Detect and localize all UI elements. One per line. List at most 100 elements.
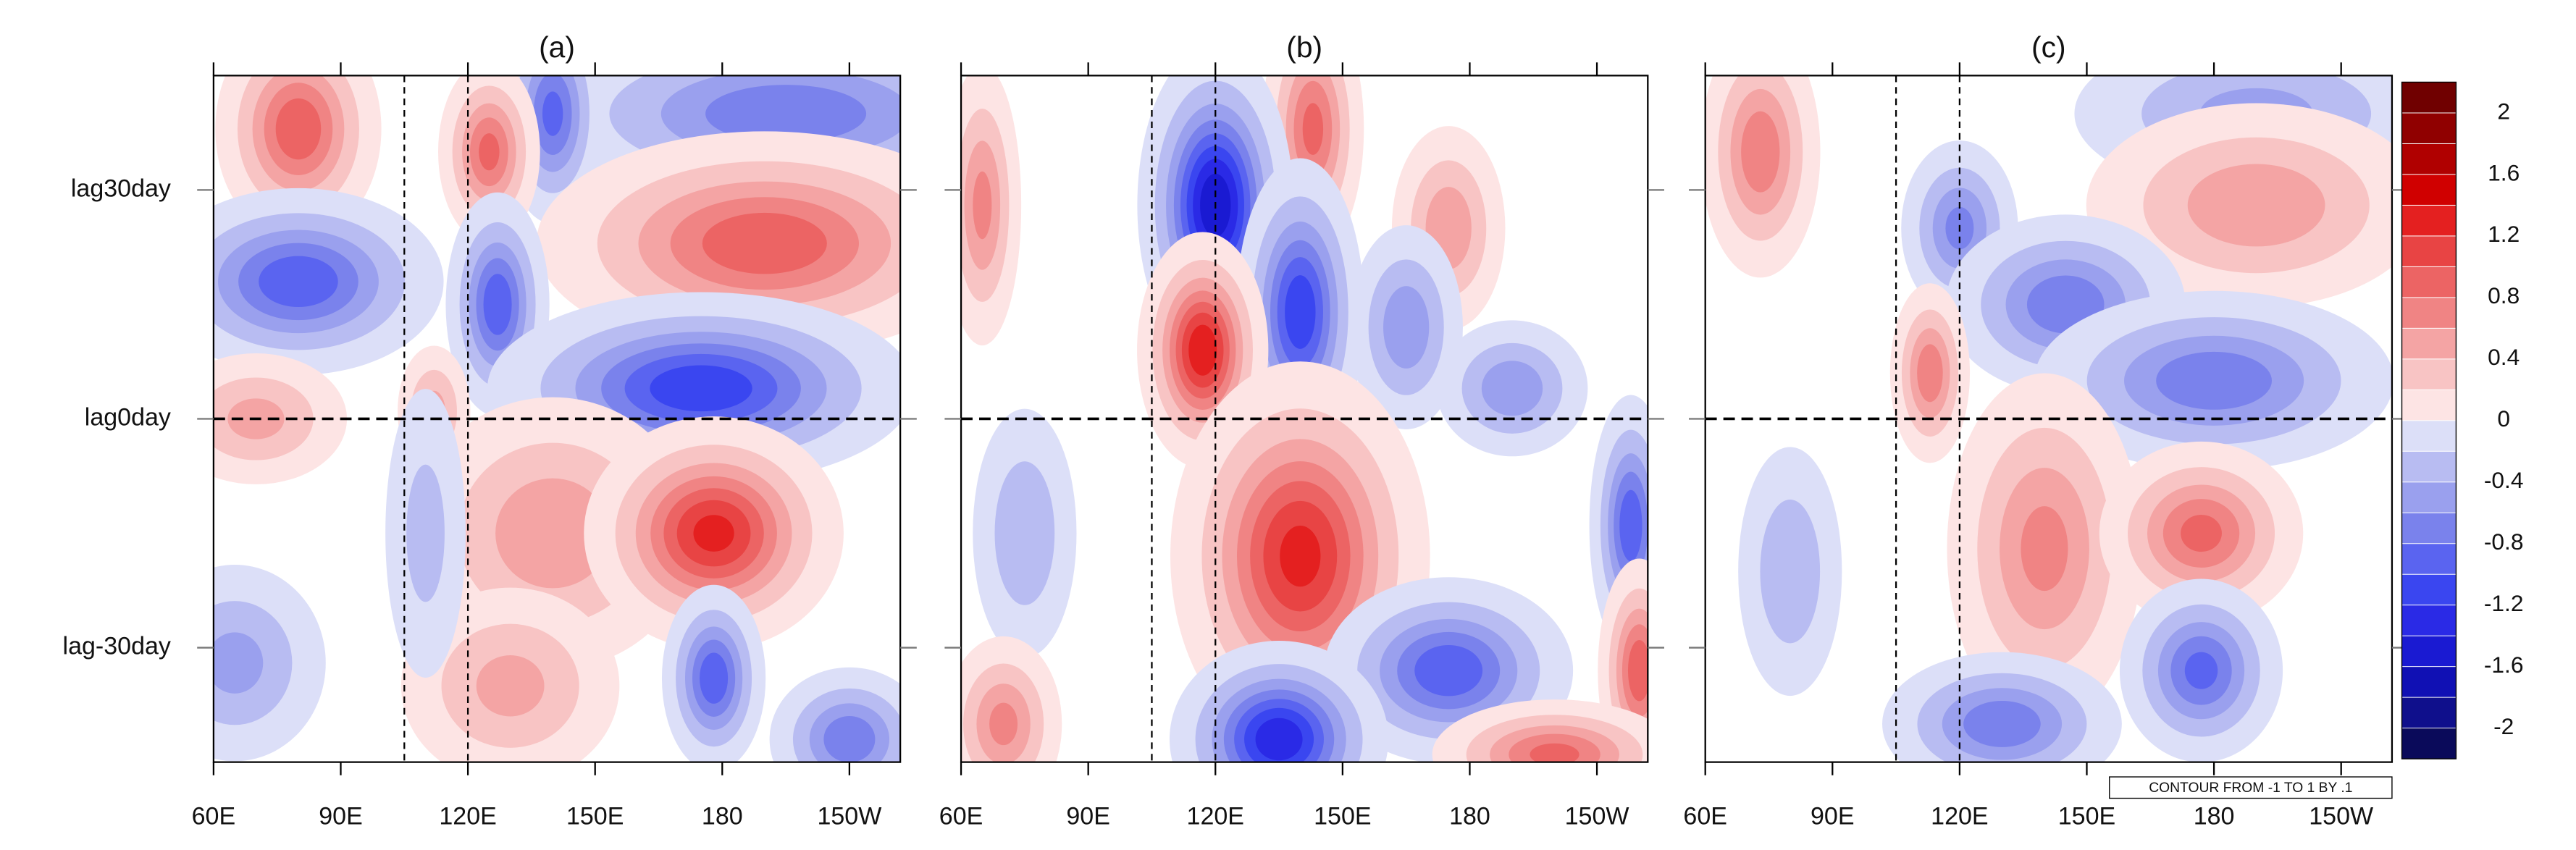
colorbar-box <box>2401 143 2457 175</box>
x-tick-label: 150W <box>817 803 881 830</box>
y-tick-label: lag30day <box>71 174 171 202</box>
colorbar-label: -1.2 <box>2484 590 2524 616</box>
contour-fill <box>1285 275 1316 349</box>
x-tick-label: 120E <box>439 803 496 830</box>
x-tick-label: 60E <box>939 803 983 830</box>
x-tick-label: 90E <box>319 803 363 830</box>
x-tick-label: 150W <box>1565 803 1629 830</box>
contour-fill <box>994 461 1055 605</box>
contour-fill <box>1383 286 1430 369</box>
colorbar-box <box>2401 512 2457 544</box>
colorbar-box <box>2401 204 2457 237</box>
colorbar-box <box>2401 666 2457 698</box>
colorbar-box <box>2401 573 2457 606</box>
contour-fill <box>702 212 827 274</box>
contour-fill <box>693 515 734 552</box>
colorbar-box <box>2401 174 2457 206</box>
panel-plot <box>1705 75 2392 762</box>
colorbar-label: 0.8 <box>2488 282 2520 308</box>
contour-fill <box>406 464 445 602</box>
colorbar-box <box>2401 266 2457 298</box>
contour-fill <box>1619 489 1642 562</box>
colorbar-label: 0.4 <box>2488 344 2520 370</box>
contour-fill <box>650 365 752 412</box>
x-tick-label: 90E <box>1811 803 1855 830</box>
colorbar-label: -0.8 <box>2484 529 2524 555</box>
colorbar-box <box>2401 635 2457 668</box>
colorbar-box <box>2401 81 2457 114</box>
contour-fill <box>476 655 545 717</box>
contour-fill <box>705 85 867 143</box>
contour-fill <box>1627 639 1648 702</box>
colorbar-box <box>2401 605 2457 636</box>
x-tick-label: 60E <box>192 803 236 830</box>
contour-fill <box>479 133 500 171</box>
x-tick-label: 120E <box>1187 803 1244 830</box>
colorbar-box <box>2401 327 2457 360</box>
colorbar-label: -0.4 <box>2484 467 2524 493</box>
contour-fill <box>1530 743 1579 762</box>
contour-fill <box>483 274 512 335</box>
contour-fill <box>275 98 322 160</box>
contour-fill <box>2021 506 2068 592</box>
panel-plot <box>213 75 901 762</box>
colorbar-box <box>2401 481 2457 513</box>
y-tick-label: lag-30day <box>63 633 171 660</box>
colorbar-box <box>2401 235 2457 267</box>
contour-fill <box>973 171 992 240</box>
contour-fill <box>1414 644 1483 697</box>
panel-title: (c) <box>2031 30 2066 64</box>
x-tick-label: 120E <box>1931 803 1988 830</box>
colorbar-box <box>2401 389 2457 421</box>
x-tick-label: 180 <box>1449 803 1490 830</box>
x-tick-label: 150E <box>1314 803 1371 830</box>
x-tick-label: 150E <box>566 803 624 830</box>
contour-fill <box>1481 361 1543 416</box>
colorbar-frame <box>2401 81 2457 759</box>
contour-fill <box>542 91 563 136</box>
panel-title: (a) <box>539 30 575 64</box>
colorbar-box <box>2401 728 2457 759</box>
colorbar-box <box>2401 297 2457 329</box>
contour-fill <box>213 632 264 694</box>
colorbar-label: 2 <box>2497 98 2510 124</box>
colorbar-label: 1.6 <box>2488 159 2520 185</box>
colorbar-label: -1.6 <box>2484 652 2524 678</box>
y-tick-label: lag0day <box>85 403 171 431</box>
x-tick-label: 150E <box>2058 803 2115 830</box>
panel-title: (b) <box>1286 30 1322 64</box>
colorbar-box <box>2401 697 2457 729</box>
contour-fill <box>2156 351 2273 410</box>
contour-fill <box>1280 525 1321 587</box>
x-tick-label: 150W <box>2309 803 2373 830</box>
note: CONTOUR FROM -1 TO 1 BY .1 <box>2149 780 2352 796</box>
colorbar-label: 0 <box>2497 405 2510 432</box>
colorbar-box <box>2401 112 2457 144</box>
colorbar-box <box>2401 420 2457 452</box>
contour-fill <box>1760 499 1821 644</box>
contour-fill <box>700 652 729 704</box>
contour-fill <box>1255 718 1303 761</box>
contour-fill <box>823 716 876 762</box>
contour-fill <box>989 702 1018 746</box>
contour-fill <box>259 256 338 308</box>
contour-fill <box>2187 164 2325 247</box>
colorbar-label: -2 <box>2493 713 2514 739</box>
colorbar-box <box>2401 358 2457 390</box>
x-tick-label: 60E <box>1683 803 1727 830</box>
contour-fill <box>1963 700 2041 747</box>
contour-fill <box>1302 103 1324 155</box>
contour-fill <box>1188 324 1217 376</box>
x-tick-label: 180 <box>2194 803 2235 830</box>
colorbar-label: 1.2 <box>2488 221 2520 247</box>
contour-fill <box>495 478 611 589</box>
note-box <box>2109 776 2393 799</box>
contour-fill <box>2181 514 2222 552</box>
contour-fill <box>1917 344 1943 403</box>
x-tick-label: 180 <box>702 803 743 830</box>
colorbar-box <box>2401 450 2457 483</box>
contour-fill <box>2184 652 2218 689</box>
colorbar-box <box>2401 543 2457 575</box>
